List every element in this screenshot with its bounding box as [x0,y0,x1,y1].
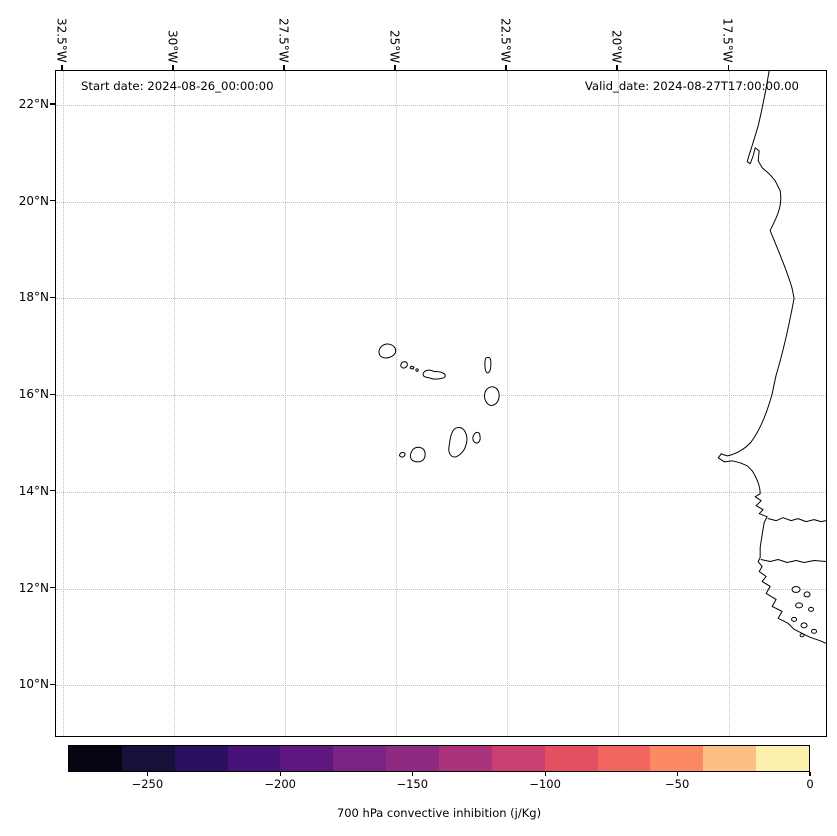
colorbar-segment [650,746,704,771]
colorbar-tick-mark [411,772,413,776]
island-boa-vista [484,386,500,406]
latitude-gridline [56,395,826,397]
latitude-tick-label: 10°N [18,677,49,692]
latitude-tick-label: 12°N [18,580,49,595]
map-plot-area: Start date: 2024-08-26_00:00:00 Valid_da… [55,70,827,737]
longitude-gridline [174,71,176,736]
colorbar-segment [386,746,440,771]
longitude-gridline [285,71,287,736]
latitude-tick-mark [50,586,55,589]
bijagos-island [799,633,805,638]
islet-branco [415,368,419,372]
longitude-tick-label: 27.5°W [276,18,291,63]
latitude-tick-label: 20°N [18,193,49,208]
latitude-tick-label: 22°N [18,97,49,112]
colorbar-tick-label: −200 [264,777,296,791]
latitude-tick-mark [50,490,55,492]
latitude-gridline [56,105,826,107]
river-gambia [767,517,826,523]
longitude-gridline [729,71,731,736]
latitude-tick-label: 16°N [18,387,49,402]
longitude-tick-mark [505,65,507,70]
colorbar-segment [227,746,281,771]
colorbar-tick-mark [544,772,546,776]
bijagos-island [811,628,818,634]
island-sao-vicente [400,361,408,369]
longitude-tick-mark [61,65,63,70]
longitude-gridline [507,71,509,736]
latitude-gridline [56,491,826,493]
bijagos-island [791,616,798,622]
colorbar-tick-label: −100 [529,777,561,791]
island-santiago [448,427,468,458]
island-maio [472,431,481,444]
colorbar-segment [280,746,334,771]
latitude-tick-label: 14°N [18,483,49,498]
colorbar-tick-mark [809,772,811,776]
island-brava [398,451,406,458]
island-sao-nicolau [422,369,446,380]
start-date-annotation: Start date: 2024-08-26_00:00:00 [81,79,274,93]
longitude-tick-label: 17.5°W [720,18,735,63]
colorbar-segment [333,746,387,771]
longitude-gridline [63,71,65,736]
longitude-tick-label: 32.5°W [54,18,69,63]
latitude-tick-mark [50,393,55,395]
longitude-tick-mark [172,65,174,70]
bijagos-island [791,585,801,593]
colorbar-segment [597,746,651,771]
colorbar-tick-label: 0 [806,777,814,791]
latitude-gridline [56,588,826,590]
colorbar [68,745,810,772]
colorbar-tick-mark [146,772,148,776]
colorbar-segment [69,746,122,771]
colorbar-tick-mark [279,772,281,776]
island-santa-luzia [409,365,415,370]
bijagos-island [803,591,811,598]
colorbar-label: 700 hPa convective inhibition (j/Kg) [336,806,542,820]
bijagos-island [808,606,815,612]
longitude-tick-label: 30°W [165,29,180,63]
coastline-layer [378,71,826,644]
latitude-tick-mark [50,683,55,685]
longitude-tick-mark [283,65,285,70]
latitude-tick-label: 18°N [18,290,49,305]
colorbar-segment [121,746,175,771]
colorbar-segment [544,746,598,771]
valid-date-annotation: Valid_date: 2024-08-27T17:00:00.00 [584,79,799,93]
longitude-tick-label: 25°W [387,29,402,63]
longitude-tick-label: 20°W [609,29,624,63]
latitude-gridline [56,298,826,300]
longitude-tick-mark [727,65,729,70]
colorbar-tick-label: −50 [665,777,690,791]
colorbar-segment [703,746,757,771]
island-sal [484,356,492,374]
latitude-gridline [56,201,826,203]
bijagos-island [795,602,804,609]
longitude-gridline [618,71,620,736]
latitude-tick-mark [50,103,55,105]
colorbar-tick-mark [676,772,678,776]
colorbar-tick-label: −150 [396,777,429,791]
longitude-tick-mark [394,65,396,70]
island-fogo [409,446,426,463]
latitude-tick-mark [50,200,55,202]
river-casamance [760,559,826,564]
longitude-tick-label: 22.5°W [498,18,513,63]
coastline-africa [717,71,826,644]
latitude-gridline [56,685,826,687]
colorbar-segment [439,746,492,771]
latitude-tick-mark [50,296,55,299]
colorbar-segment [756,746,810,771]
bijagos-island [800,622,808,629]
longitude-tick-mark [616,65,618,70]
colorbar-segment [491,746,545,771]
colorbar-tick-label: −250 [131,777,164,791]
colorbar-segment [174,746,228,771]
longitude-gridline [396,71,398,736]
island-santo-antao [378,343,397,359]
